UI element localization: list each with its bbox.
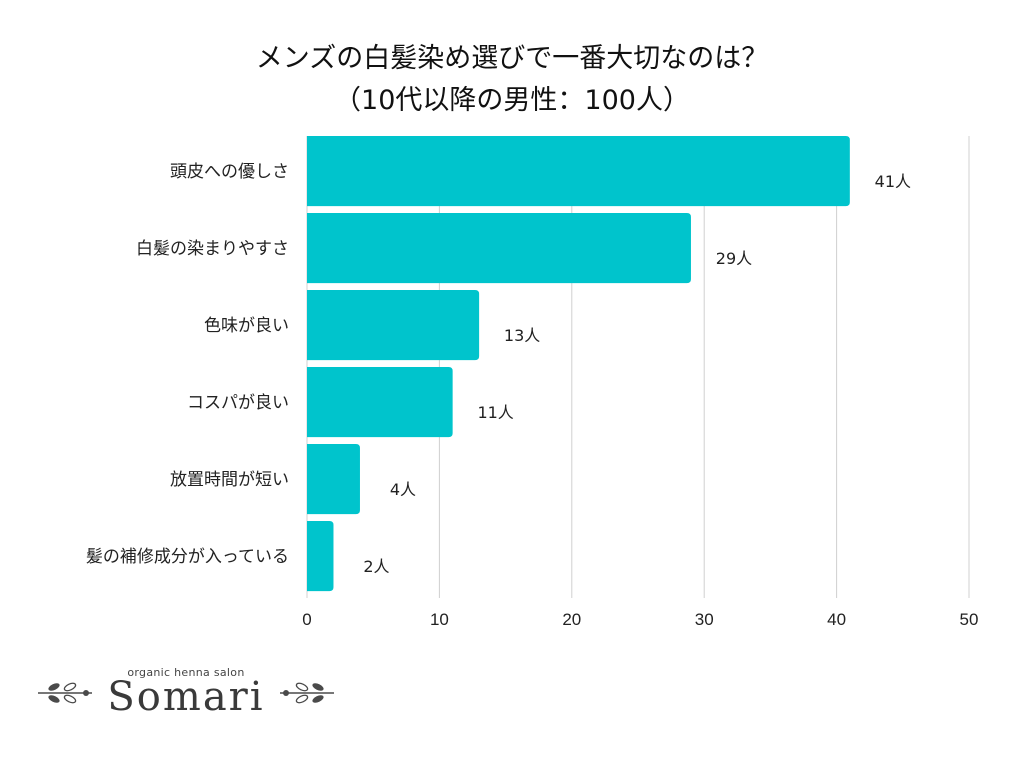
x-tick-label-0: 0: [302, 610, 311, 629]
bar-4: [307, 444, 360, 515]
category-label-4: 放置時間が短い: [170, 470, 289, 490]
category-label-0: 頭皮への優しさ: [170, 162, 289, 182]
x-tick-label-10: 10: [430, 610, 449, 629]
value-label-0: 41人: [875, 172, 911, 191]
chart-title-line2: （10代以降の男性：100人）: [334, 85, 690, 116]
right-leaf-ornament-icon: [280, 682, 334, 704]
category-label-3: コスパが良い: [187, 393, 289, 413]
category-label-2: 色味が良い: [204, 316, 289, 336]
logo-tagline: organic henna salon: [127, 666, 245, 679]
value-label-5: 2人: [363, 557, 389, 576]
logo-name: Somari: [107, 674, 265, 720]
value-label-2: 13人: [504, 326, 540, 345]
value-label-4: 4人: [390, 480, 416, 499]
chart-title-line1: メンズの白髪染め選びで一番大切なのは？: [255, 43, 769, 74]
x-tick-label-20: 20: [562, 610, 581, 629]
value-label-3: 11人: [477, 403, 513, 422]
bar-1: [307, 213, 691, 284]
bar-0: [307, 136, 850, 207]
bar-5: [307, 521, 334, 592]
category-label-1: 白髪の染まりやすさ: [136, 239, 289, 259]
value-label-1: 29人: [716, 249, 752, 268]
left-leaf-ornament-icon: [38, 682, 92, 704]
chart-title: メンズの白髪染め選びで一番大切なのは？ （10代以降の男性：100人）: [0, 38, 1024, 122]
x-tick-label-50: 50: [960, 610, 979, 629]
bar-2: [307, 290, 480, 361]
bar-3: [307, 367, 453, 438]
x-tick-label-40: 40: [827, 610, 846, 629]
x-tick-label-30: 30: [695, 610, 714, 629]
somari-logo: organic henna salon Somari: [32, 660, 340, 722]
category-label-5: 髪の補修成分が入っている: [86, 547, 289, 567]
